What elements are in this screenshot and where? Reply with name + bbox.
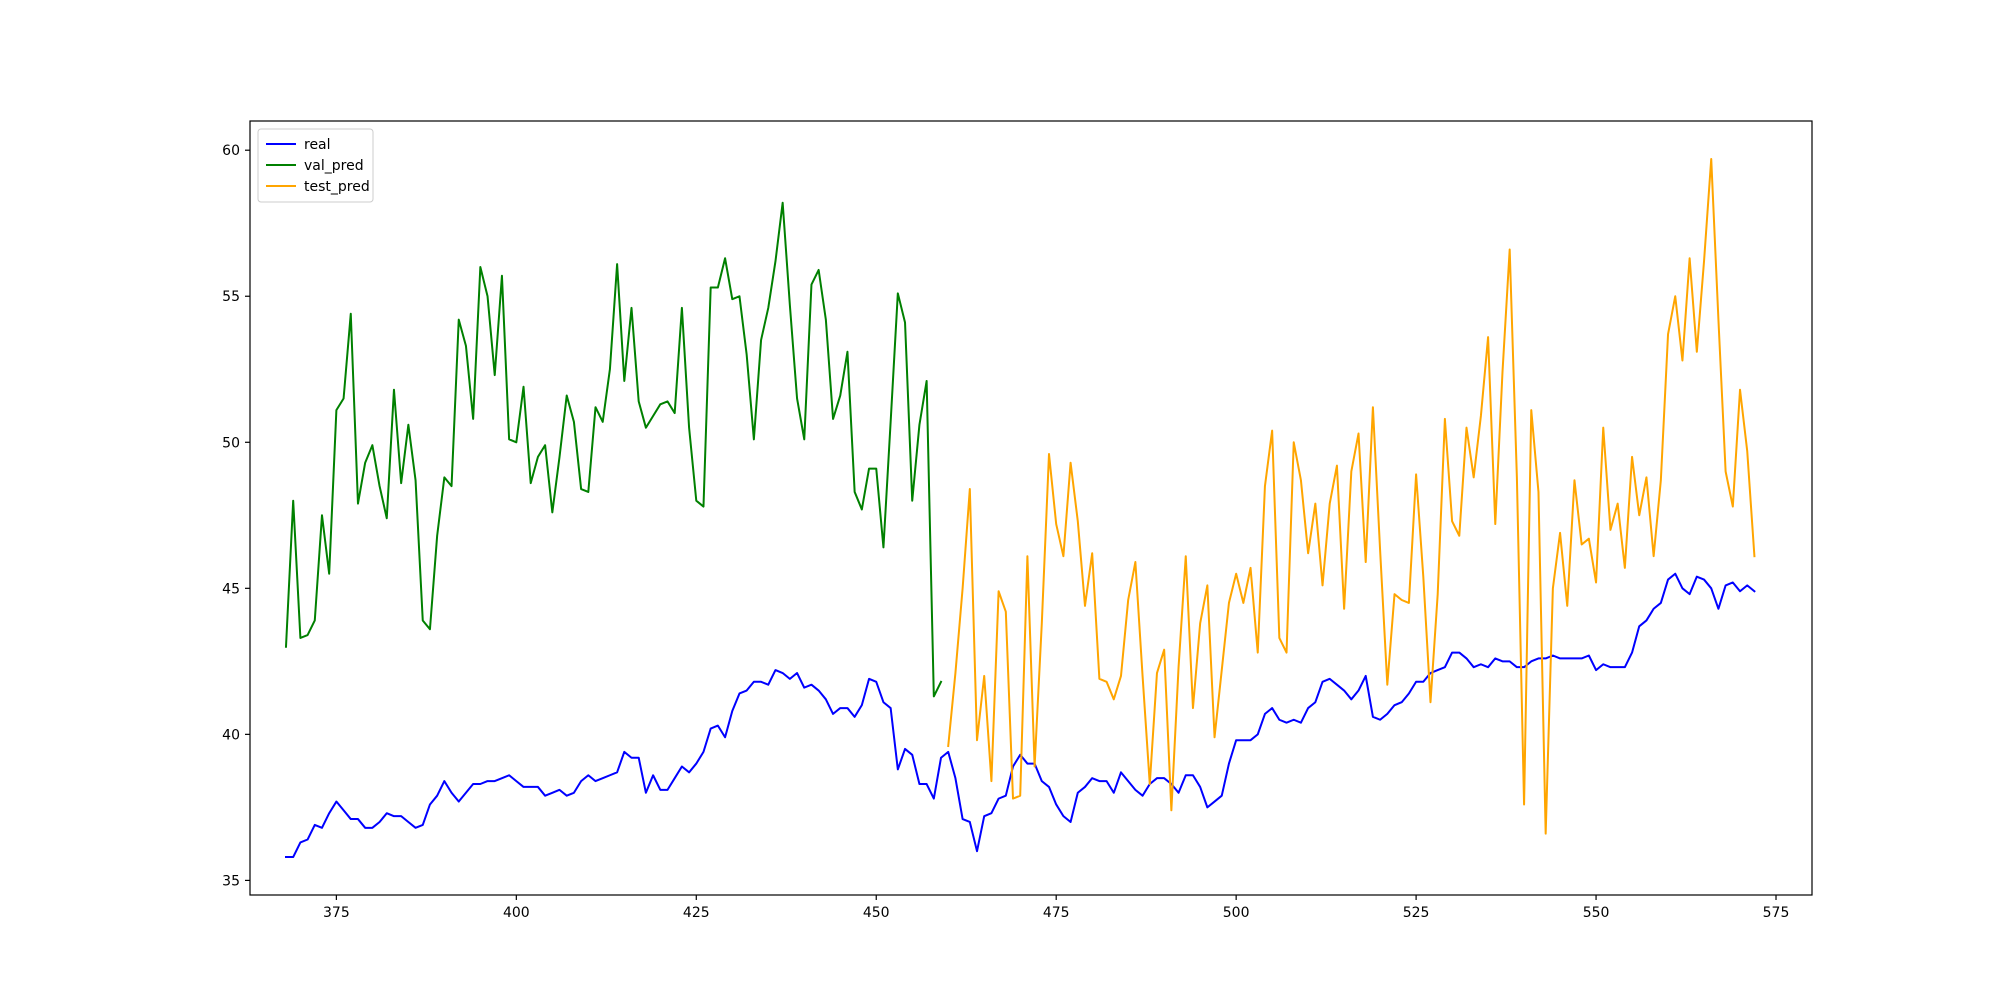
series-line-val-pred xyxy=(284,201,943,698)
series-line-real xyxy=(284,572,1756,859)
x-tick-label: 475 xyxy=(1043,905,1070,921)
legend-label-real: real xyxy=(304,137,331,153)
legend: real val_pred test_pred xyxy=(257,128,374,203)
legend-label-val-pred: val_pred xyxy=(304,158,364,174)
x-tick-label: 450 xyxy=(863,905,890,921)
y-tick-label: 60 xyxy=(222,143,240,159)
y-tick-label: 55 xyxy=(222,289,240,305)
legend-box xyxy=(257,128,374,203)
y-axis: 35 40 45 50 55 60 xyxy=(222,143,250,889)
x-tick-label: 525 xyxy=(1403,905,1430,921)
y-tick-label: 45 xyxy=(222,581,240,597)
x-tick-label: 500 xyxy=(1223,905,1250,921)
legend-label-test-pred: test_pred xyxy=(304,179,370,195)
x-axis: 375 400 425 450 475 500 525 550 575 xyxy=(323,895,1789,921)
series-layer xyxy=(284,157,1756,859)
plot-area-frame xyxy=(249,120,1813,896)
x-tick-label: 575 xyxy=(1763,905,1790,921)
y-tick-label: 50 xyxy=(222,435,240,451)
y-tick-label: 40 xyxy=(222,727,240,743)
y-tick-label: 35 xyxy=(222,873,240,889)
x-tick-label: 400 xyxy=(503,905,530,921)
x-tick-label: 425 xyxy=(683,905,710,921)
x-tick-label: 550 xyxy=(1583,905,1610,921)
x-tick-label: 375 xyxy=(323,905,350,921)
series-line-test-pred xyxy=(947,157,1756,835)
